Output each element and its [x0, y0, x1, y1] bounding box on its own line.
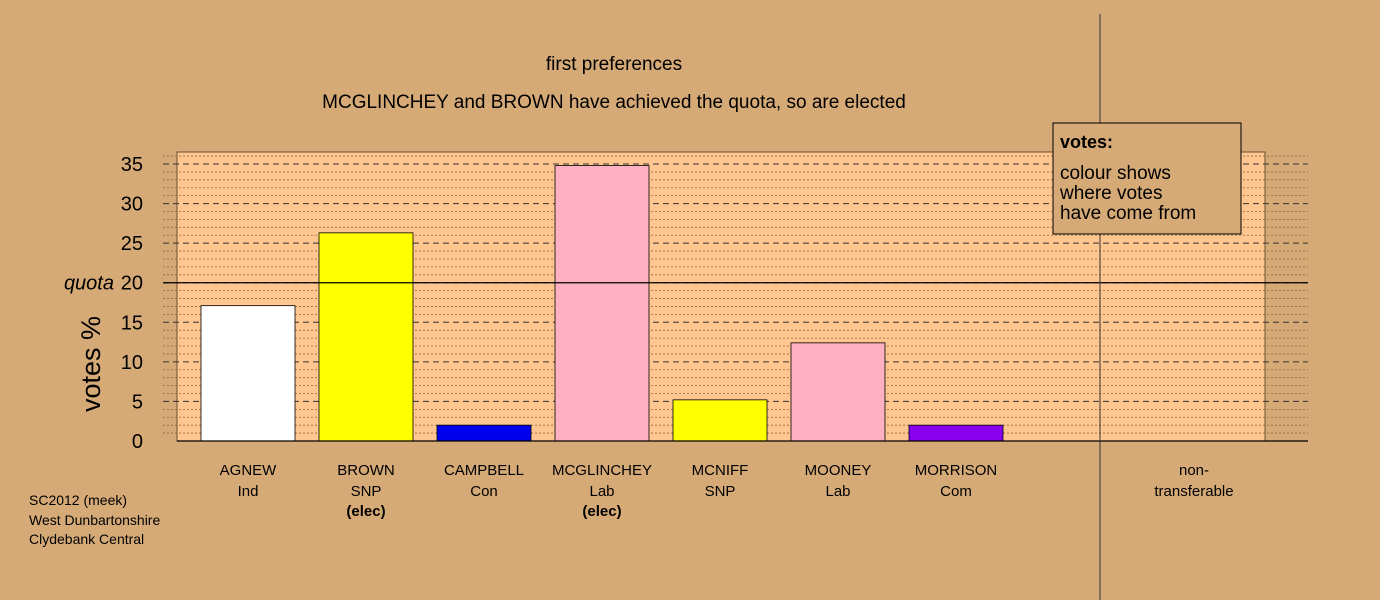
legend-line-2: where votes	[1059, 183, 1162, 204]
y-tick-label: 10	[121, 352, 143, 374]
y-tick-label: 15	[121, 312, 143, 334]
x-tick-label-name: MORRISON	[915, 462, 998, 479]
legend-line-1: colour shows	[1060, 163, 1171, 184]
x-axis-labels: AGNEW Ind BROWN SNP (elec) CAMPBELL Con MCGLINC…	[220, 462, 998, 520]
legend: votes: colour shows where votes have com…	[1052, 122, 1242, 235]
x-tick-label-party: SNP	[351, 483, 382, 500]
y-tick-label: 25	[121, 233, 143, 255]
footer-line-1: SC2012 (meek)	[29, 492, 127, 508]
chart-title: first preferences	[546, 54, 682, 75]
x-tick-label-name: MCGLINCHEY	[552, 462, 652, 479]
bar	[554, 165, 650, 442]
bar	[908, 424, 1004, 442]
bar	[200, 305, 296, 442]
y-tick-label: 30	[121, 194, 143, 216]
x-tick-label-party: Com	[940, 483, 972, 500]
x-tick-label-name: BROWN	[337, 462, 395, 479]
legend-title: votes:	[1060, 132, 1113, 152]
y-axis: 0 5 10 15 20 25 30 35	[121, 154, 143, 453]
footer-line-3: Clydebank Central	[29, 531, 144, 547]
nontransferable-label-line2: transferable	[1154, 483, 1233, 500]
x-tick-label-name: AGNEW	[220, 462, 278, 479]
footer-line-2: West Dunbartonshire	[29, 512, 160, 528]
x-tick-label-party: SNP	[705, 483, 736, 500]
x-tick-label-elected: (elec)	[582, 503, 621, 520]
x-tick-label-name: CAMPBELL	[444, 462, 524, 479]
bar	[672, 399, 768, 442]
x-tick-label-name: MCNIFF	[692, 462, 749, 479]
y-tick-label: 35	[121, 154, 143, 176]
x-tick-label-party: Con	[470, 483, 498, 500]
bar	[318, 232, 414, 442]
bar	[436, 424, 532, 442]
bars	[200, 165, 1004, 442]
x-tick-label-elected: (elec)	[346, 503, 385, 520]
chart-subtitle: MCGLINCHEY and BROWN have achieved the q…	[322, 92, 906, 113]
legend-line-3: have come from	[1060, 203, 1196, 224]
bar	[790, 342, 886, 442]
x-tick-label-party: Lab	[825, 483, 850, 500]
x-tick-label-name: MOONEY	[805, 462, 872, 479]
y-tick-label: 20	[121, 273, 143, 295]
x-tick-label-party: Lab	[589, 483, 614, 500]
legend-box	[1052, 122, 1242, 235]
nontransferable-label-line1: non-	[1179, 462, 1209, 479]
x-tick-label-party: Ind	[238, 483, 259, 500]
y-tick-label: 5	[132, 391, 143, 413]
quota-label: quota	[64, 273, 114, 295]
y-axis-label: votes %	[76, 316, 106, 412]
y-tick-label: 0	[132, 431, 143, 453]
